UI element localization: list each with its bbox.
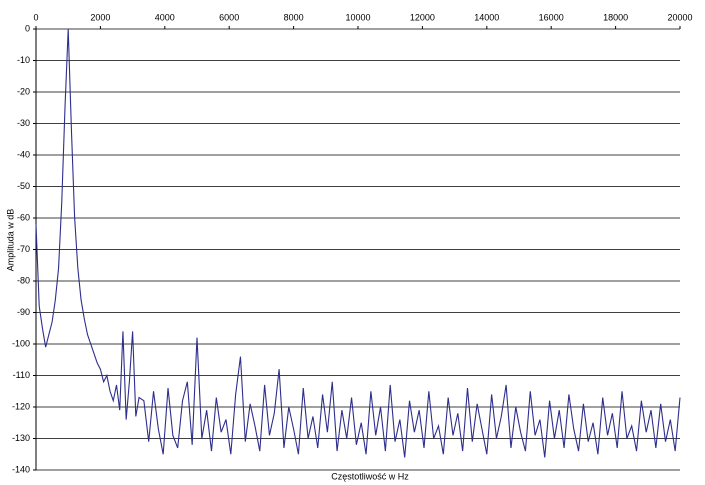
x-tick-label: 6000 [219,12,239,22]
y-tick-label: -90 [17,307,30,317]
y-tick-label: -40 [17,149,30,159]
y-tick-label: -80 [17,275,30,285]
x-tick-label: 12000 [410,12,435,22]
y-tick-label: -10 [17,55,30,65]
x-tick-label: 16000 [539,12,564,22]
x-tick-label: 4000 [155,12,175,22]
y-tick-label: -100 [12,338,30,348]
x-tick-label: 14000 [474,12,499,22]
y-tick-label: -20 [17,86,30,96]
series-line [35,28,681,458]
x-tick-label: 2000 [90,12,110,22]
y-axis-label: Amplituda w dB [5,209,15,272]
y-tick-label: -120 [12,401,30,411]
y-tick-label: -30 [17,118,30,128]
x-tick-label: 0 [33,12,38,22]
x-axis-label: Częstotliwość w Hz [331,471,409,481]
x-tick-label: 20000 [667,12,692,22]
y-tick-label: -140 [12,464,30,474]
y-tick-label: -110 [13,370,30,380]
y-tick-label: -60 [17,212,30,222]
x-tick-label: 10000 [345,12,370,22]
x-tick-label: 8000 [284,12,304,22]
y-tick-label: -130 [12,433,30,443]
y-tick-label: -70 [17,244,30,254]
x-tick-label: 18000 [603,12,628,22]
y-tick-label: 0 [25,23,30,33]
y-tick-label: -50 [17,181,30,191]
